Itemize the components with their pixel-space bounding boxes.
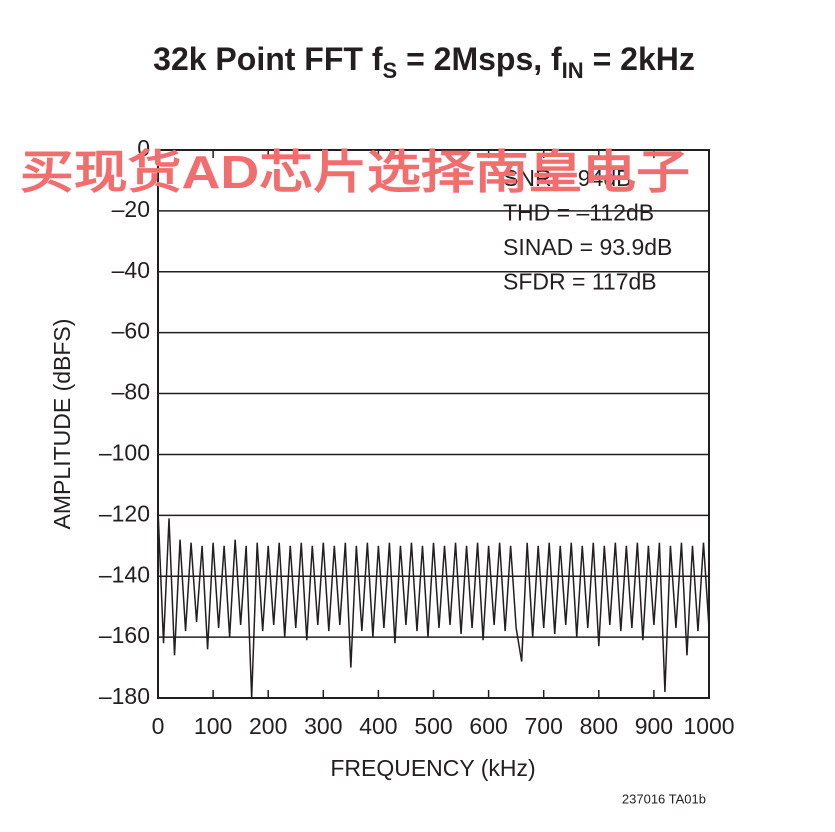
annotation: SFDR = 117dB: [503, 269, 657, 295]
x-axis-label: FREQUENCY (kHz): [330, 755, 535, 781]
x-tick-label: 500: [414, 713, 452, 739]
x-tick-label: 300: [304, 713, 342, 739]
x-tick-label: 400: [359, 713, 397, 739]
y-tick-label: –60: [112, 318, 150, 344]
title-subscript: IN: [562, 58, 584, 83]
watermark: 买现货AD芯片选择南皇电子: [20, 146, 690, 198]
chart-title: 32k Point FFT fS = 2Msps, fIN = 2kHz: [153, 41, 695, 82]
y-axis-label: AMPLITUDE (dBFS): [49, 319, 75, 530]
y-tick-label: –80: [112, 379, 150, 405]
annotation: THD = –112dB: [503, 200, 654, 226]
footnote: 237016 TA01b: [622, 791, 706, 806]
y-tick-label: –180: [99, 683, 150, 709]
x-tick-label: 100: [194, 713, 232, 739]
title-part: 32k Point FFT f: [153, 41, 383, 77]
y-tick-label: –160: [99, 622, 150, 648]
spectrum-line: [157, 509, 710, 699]
y-tick-label: –140: [99, 561, 150, 587]
annotation: SINAD = 93.9dB: [503, 234, 672, 260]
annotation: SNR = 94dB: [503, 165, 632, 191]
plot-frame: [157, 149, 710, 699]
title-subscript: S: [382, 58, 397, 83]
x-tick-label: 700: [525, 713, 563, 739]
title-part: = 2Msps, f: [397, 41, 562, 77]
x-tick-label: 200: [249, 713, 287, 739]
x-tick-label: 1000: [683, 713, 734, 739]
x-tick-label: 600: [469, 713, 507, 739]
x-tick-label: 900: [635, 713, 673, 739]
x-tick-label: 800: [580, 713, 618, 739]
title-part: = 2kHz: [584, 41, 695, 77]
x-tick-label: 0: [152, 713, 165, 739]
y-tick-label: –120: [99, 500, 150, 526]
y-tick-label: –20: [112, 196, 150, 222]
y-tick-label: –40: [112, 257, 150, 283]
y-tick-label: 0: [137, 135, 150, 161]
y-tick-label: –100: [99, 440, 150, 466]
